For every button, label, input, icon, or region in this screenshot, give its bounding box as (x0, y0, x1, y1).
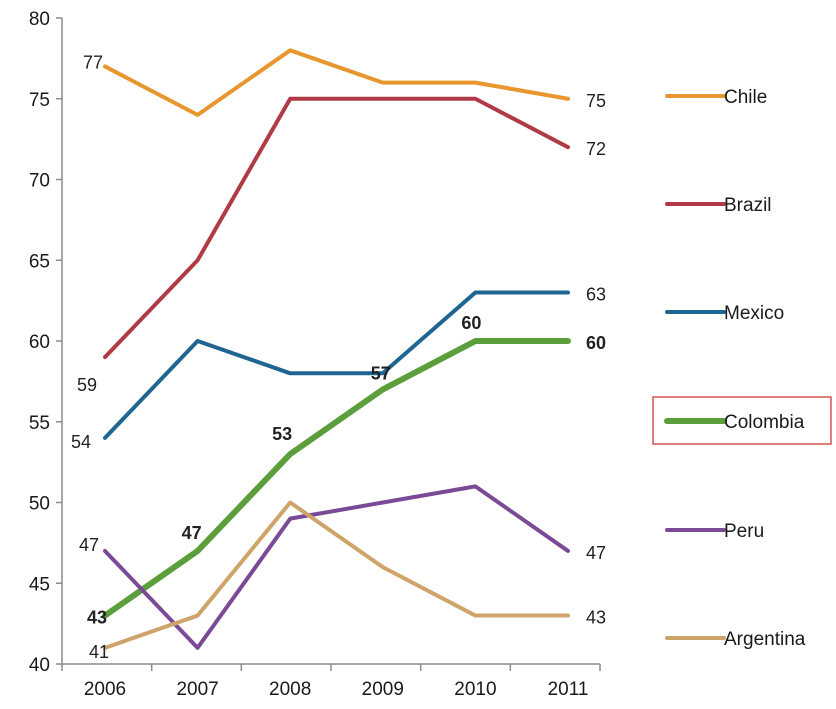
y-tick-label: 75 (29, 90, 50, 111)
data-label-peru: 47 (79, 535, 99, 555)
series-line-mexico (103, 290, 570, 440)
y-tick-label: 60 (29, 332, 50, 353)
data-label-colombia: 60 (586, 333, 606, 353)
legend-label-chile: Chile (724, 87, 767, 108)
data-label-colombia: 53 (272, 424, 292, 444)
y-tick-label: 40 (29, 655, 50, 676)
legend-highlight-box (652, 396, 832, 445)
data-label-brazil: 72 (586, 139, 606, 159)
data-label-mexico: 54 (71, 432, 91, 452)
series-line-brazil (103, 96, 570, 360)
data-label-brazil: 59 (77, 375, 97, 395)
x-tick-label: 2008 (269, 679, 311, 700)
data-label-chile: 77 (83, 52, 103, 72)
data-label-colombia: 47 (182, 523, 202, 543)
data-label-colombia: 43 (87, 608, 107, 628)
legend-label-peru: Peru (724, 521, 764, 542)
legend-label-argentina: Argentina (724, 629, 806, 650)
legend-label-brazil: Brazil (724, 195, 772, 216)
x-tick-label: 2007 (176, 679, 218, 700)
data-label-peru: 47 (586, 543, 606, 563)
data-label-argentina: 41 (89, 642, 109, 662)
series-line-colombia (102, 338, 571, 619)
y-tick-label: 50 (29, 494, 50, 515)
y-tick-label: 45 (29, 574, 50, 595)
data-label-argentina: 43 (586, 608, 606, 628)
y-tick-label: 80 (29, 9, 50, 30)
y-tick-label: 65 (29, 251, 50, 272)
series-line-argentina (103, 500, 570, 650)
data-label-mexico: 63 (586, 285, 606, 305)
data-label-colombia: 57 (371, 363, 391, 383)
x-tick-label: 2011 (548, 679, 589, 700)
y-tick-label: 70 (29, 171, 50, 192)
series-line-peru (103, 484, 570, 650)
data-label-colombia: 60 (461, 313, 481, 333)
y-tick-label: 55 (29, 413, 50, 434)
x-tick-label: 2006 (84, 679, 126, 700)
data-label-chile: 75 (586, 91, 606, 111)
x-tick-label: 2010 (454, 679, 496, 700)
legend-label-mexico: Mexico (724, 303, 784, 324)
legend-label-colombia: Colombia (724, 412, 805, 433)
x-tick-label: 2009 (362, 679, 404, 700)
series-line-chile (103, 48, 570, 117)
